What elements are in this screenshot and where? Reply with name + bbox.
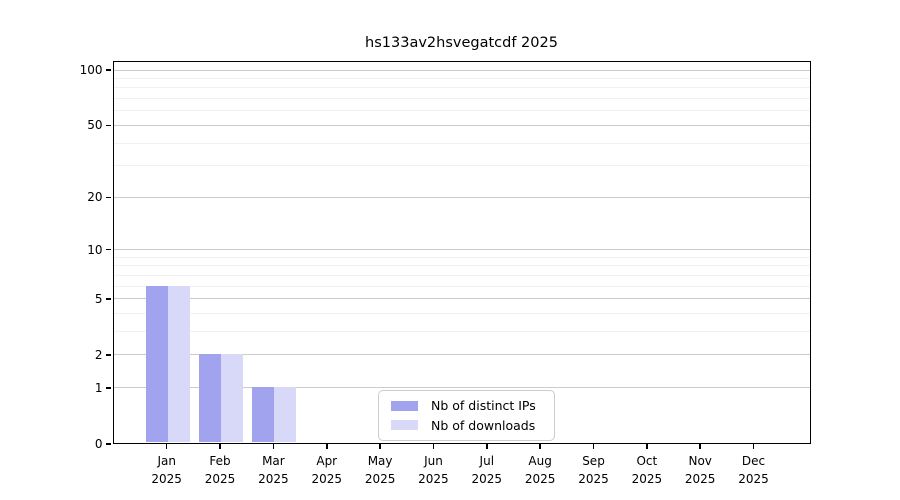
y-tick-mark [106, 69, 111, 71]
x-tick-month: Mar [262, 454, 285, 468]
bar-distinct-ips [199, 354, 222, 442]
x-tick-mark [699, 444, 701, 449]
x-tick-mark [326, 444, 328, 449]
y-tick-label: 0 [94, 437, 103, 451]
major-gridline [113, 196, 810, 198]
x-tick-year: 2025 [738, 471, 769, 486]
minor-gridline [113, 98, 810, 100]
minor-gridline [113, 331, 810, 333]
x-tick-label: Dec 2025 [719, 453, 789, 488]
legend-label-distinct-ips: Nb of distinct IPs [431, 398, 536, 414]
minor-gridline [113, 256, 810, 258]
major-gridline [113, 298, 810, 300]
y-tick-label: 1 [94, 380, 103, 395]
x-tick-label: Jun 2025 [398, 453, 468, 488]
x-tick-mark [379, 444, 381, 449]
x-tick-mark [219, 444, 221, 449]
y-tick-mark [106, 248, 111, 251]
minor-gridline [113, 265, 810, 267]
minor-gridline [113, 165, 810, 167]
major-gridline [113, 249, 810, 251]
x-tick-year: 2025 [578, 471, 609, 486]
x-tick-label: Jul 2025 [452, 453, 522, 488]
y-tick-mark [106, 124, 111, 127]
x-tick-label: Oct 2025 [612, 453, 682, 488]
legend-swatch-distinct-ips [391, 400, 418, 411]
y-tick-mark [106, 298, 111, 300]
minor-gridline [113, 313, 810, 315]
y-tick-label: 50 [87, 118, 103, 133]
x-tick-year: 2025 [204, 471, 236, 486]
x-tick-month: Oct [636, 454, 658, 468]
x-tick-mark [486, 444, 488, 449]
minor-gridline [113, 142, 810, 144]
x-tick-year: 2025 [151, 471, 182, 486]
bar-distinct-ips [145, 285, 168, 442]
y-tick-label: 100 [79, 63, 103, 77]
bar-downloads [167, 285, 190, 442]
x-tick-year: 2025 [631, 471, 663, 486]
x-tick-mark [165, 444, 168, 449]
x-tick-month: Dec [741, 454, 766, 468]
x-tick-month: Jul [479, 454, 495, 468]
y-tick-mark [106, 354, 111, 356]
x-tick-label: Aug 2025 [505, 453, 575, 488]
x-tick-month: Nov [688, 454, 712, 468]
legend-item-distinct-ips: Nb of distinct IPs [391, 398, 542, 413]
bar-downloads [274, 387, 297, 442]
x-tick-mark [272, 444, 275, 449]
legend-swatch-downloads [391, 420, 418, 431]
bar-downloads [221, 354, 244, 442]
bar-distinct-ips [252, 387, 275, 442]
legend-label-downloads: Nb of downloads [431, 417, 536, 433]
y-tick-label: 2 [94, 347, 103, 362]
y-tick-label: 10 [87, 242, 103, 257]
y-tick-label: 5 [94, 291, 103, 306]
y-tick-mark [106, 443, 111, 445]
x-tick-month: Sep [582, 454, 605, 468]
x-tick-month: Jan [157, 454, 176, 468]
chart-title: hs133av2hsvegatcdf 2025 [365, 35, 558, 51]
legend-item-downloads: Nb of downloads [391, 418, 542, 433]
x-tick-year: 2025 [684, 471, 716, 486]
y-tick-mark [106, 387, 111, 389]
x-tick-mark [432, 444, 435, 449]
legend: Nb of distinct IPs Nb of downloads [378, 390, 555, 441]
major-gridline [113, 124, 810, 126]
x-tick-label: Feb 2025 [185, 453, 255, 488]
x-tick-month: Apr [316, 454, 338, 468]
minor-gridline [113, 87, 810, 89]
x-tick-year: 2025 [524, 471, 556, 486]
y-tick-label: 20 [87, 190, 103, 205]
x-tick-year: 2025 [418, 471, 449, 486]
x-tick-mark [539, 444, 541, 449]
x-tick-mark [752, 444, 755, 449]
minor-gridline [113, 110, 810, 112]
x-tick-mark [592, 444, 595, 449]
x-tick-label: Apr 2025 [292, 453, 362, 488]
x-tick-month: Aug [528, 454, 552, 468]
major-gridline [113, 387, 810, 389]
y-tick-mark [106, 196, 111, 199]
minor-gridline [113, 274, 810, 276]
minor-gridline [113, 77, 810, 79]
x-tick-label: Nov 2025 [665, 453, 735, 488]
plot-area [112, 61, 811, 444]
minor-gridline [113, 285, 810, 287]
x-tick-year: 2025 [258, 471, 289, 486]
x-tick-label: Sep 2025 [559, 453, 629, 488]
x-tick-label: May 2025 [345, 453, 415, 488]
major-gridline [113, 69, 810, 71]
x-tick-label: Jan 2025 [132, 453, 202, 488]
x-tick-mark [646, 444, 648, 449]
x-tick-month: Jun [424, 454, 443, 468]
x-tick-month: May [367, 454, 393, 468]
major-gridline [113, 354, 810, 356]
x-tick-month: Feb [209, 454, 231, 468]
x-tick-year: 2025 [471, 471, 503, 486]
x-tick-year: 2025 [364, 471, 396, 486]
x-tick-label: Mar 2025 [238, 453, 308, 488]
x-tick-year: 2025 [311, 471, 343, 486]
